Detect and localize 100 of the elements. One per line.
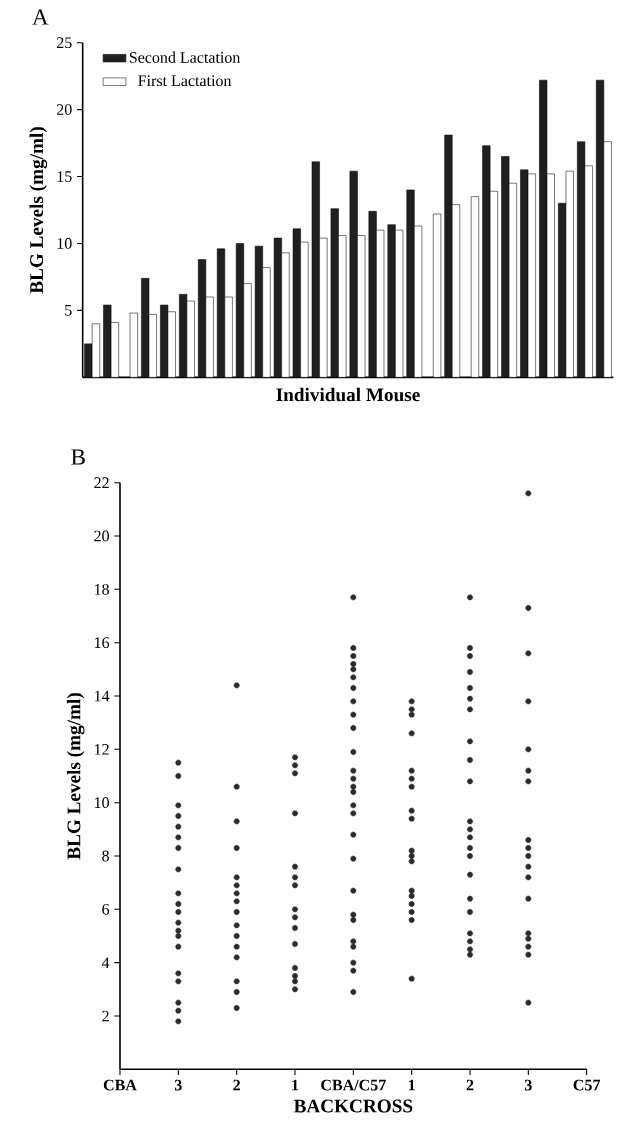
point: [292, 906, 298, 913]
point: [175, 773, 182, 779]
point: [350, 911, 357, 918]
x-axis-title: BACKCROSS: [293, 1099, 413, 1113]
point: [467, 951, 473, 958]
point: [408, 783, 415, 790]
point: [408, 893, 415, 899]
y-tick-label: 10: [95, 797, 109, 809]
y-tick-label: 15: [57, 171, 72, 182]
point: [408, 847, 415, 854]
point: [525, 999, 532, 1006]
point: [525, 874, 532, 881]
point: [233, 909, 240, 915]
point: [350, 711, 357, 718]
point: [467, 871, 473, 878]
point: [467, 909, 473, 915]
x-tick-label: CBA/C57: [321, 1079, 386, 1091]
point: [292, 965, 298, 971]
point: [175, 919, 182, 926]
point: [467, 938, 473, 945]
point: [350, 674, 357, 681]
point: [467, 738, 473, 745]
point: [525, 895, 532, 902]
point: [175, 927, 182, 934]
y-tick-label: 8: [102, 850, 109, 862]
point: [233, 874, 240, 881]
point: [525, 943, 532, 950]
point: [175, 909, 182, 915]
point: [350, 959, 357, 966]
point: [525, 951, 532, 958]
point: [350, 967, 357, 974]
point: [467, 757, 473, 763]
y-tick-label: 18: [95, 583, 109, 595]
point: [350, 802, 357, 809]
point: [292, 874, 298, 881]
point: [408, 730, 415, 737]
point: [525, 845, 532, 851]
point: [467, 594, 473, 601]
x-tick-label: 3: [524, 1079, 532, 1091]
point: [467, 818, 473, 825]
point: [350, 917, 357, 923]
point: [467, 826, 473, 833]
point: [175, 802, 182, 809]
point: [292, 770, 298, 777]
point: [408, 807, 415, 814]
point: [233, 898, 240, 905]
point: [525, 767, 532, 774]
point: [525, 853, 532, 859]
point: [292, 762, 298, 769]
point: [292, 754, 298, 761]
point: [175, 901, 182, 907]
y-tick-label: 5: [65, 305, 72, 316]
point: [175, 890, 182, 897]
point: [467, 834, 473, 841]
point: [175, 866, 182, 873]
point: [350, 855, 357, 862]
x-tick-label: 1: [292, 1079, 299, 1091]
point: [292, 925, 298, 931]
point: [408, 815, 415, 822]
point: [175, 813, 182, 819]
point: [408, 698, 415, 705]
point: [525, 778, 532, 785]
y-axis-title: BLG Levels (mg/ml): [66, 693, 85, 860]
legend-label: Second Lactation: [129, 51, 241, 63]
chart-title: B: [71, 449, 85, 465]
point: [525, 746, 532, 753]
legend-label: First Lactation: [138, 75, 232, 87]
point: [467, 778, 473, 785]
point: [292, 914, 298, 921]
point: [292, 986, 298, 993]
x-tick-label: 3: [174, 1079, 182, 1091]
point: [408, 775, 415, 782]
point: [525, 605, 532, 611]
x-tick-label: 2: [466, 1079, 474, 1091]
point: [408, 767, 415, 774]
point: [350, 887, 357, 894]
point: [467, 946, 473, 953]
point: [350, 653, 357, 659]
point: [292, 973, 298, 979]
point: [408, 711, 415, 718]
point: [233, 922, 240, 929]
y-tick-label: 12: [95, 744, 109, 755]
point: [408, 975, 415, 982]
point: [408, 706, 415, 713]
point: [467, 695, 473, 702]
point: [467, 653, 473, 659]
point: [350, 666, 357, 673]
point: [350, 938, 357, 945]
point: [350, 698, 357, 705]
point: [408, 853, 415, 859]
chart-title: A: [32, 9, 49, 25]
point: [175, 943, 182, 950]
point: [408, 858, 415, 865]
y-tick-label: 16: [95, 637, 110, 649]
point: [233, 882, 240, 889]
point: [467, 853, 473, 859]
point: [350, 749, 357, 755]
point: [467, 669, 473, 675]
point: [292, 810, 298, 817]
point: [233, 818, 240, 825]
